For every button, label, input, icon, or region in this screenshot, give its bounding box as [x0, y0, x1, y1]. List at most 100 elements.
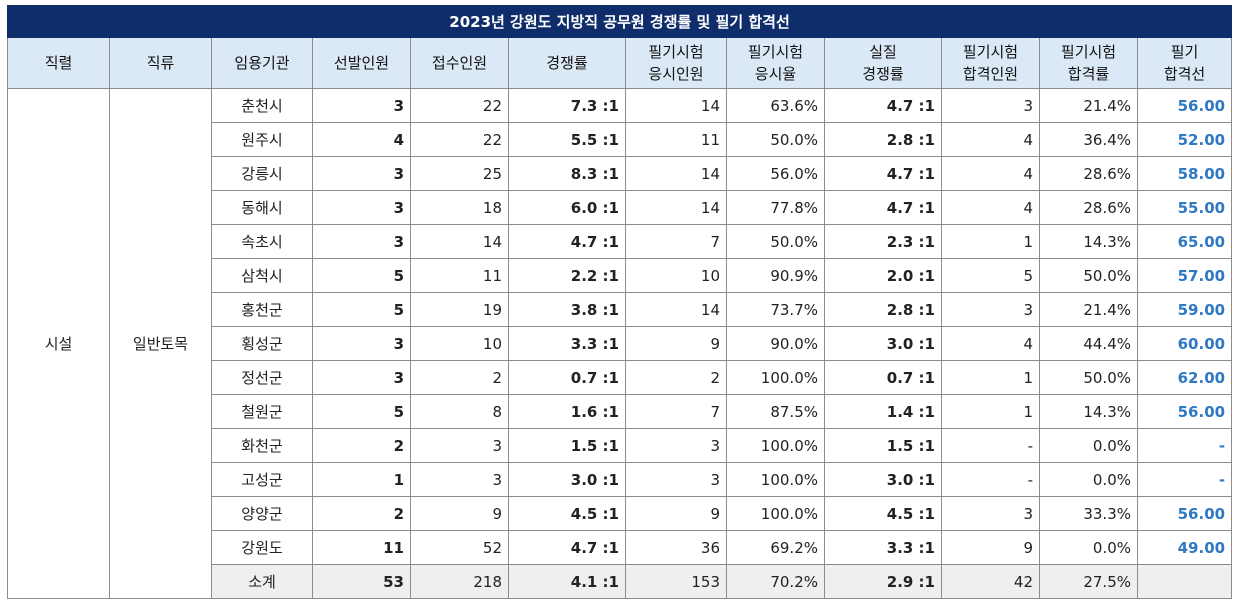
selected-count-cell: 5 — [312, 258, 411, 293]
selected-count-cell: 3 — [312, 190, 411, 225]
exam-taker-cell: 14 — [625, 88, 727, 123]
table-row: 강원도 11 52 4.7 :1 36 69.2% 3.3 :1 9 0.0% 49.00 — [8, 530, 1233, 565]
table-container: 2023년 강원도 지방직 공무원 경쟁률 및 필기 합격선 직렬 직류 임용기관 선… — [6, 5, 1233, 599]
column-header-line1: 실질 — [869, 43, 897, 61]
column-header: 직렬 — [7, 37, 110, 89]
column-header: 경쟁률 — [508, 37, 626, 89]
competition-rate-cell: 0.7 :1 — [508, 360, 626, 395]
real-competition-cell: 4.5 :1 — [824, 496, 942, 531]
column-header-line2: 합격률 — [1067, 65, 1110, 83]
attendance-rate-cell: 90.0% — [726, 326, 825, 361]
pass-rate-cell: 33.3% — [1039, 496, 1138, 531]
table-row: 홍천군 5 19 3.8 :1 14 73.7% 2.8 :1 3 21.4% 59.00 — [8, 292, 1233, 327]
competition-rate-cell: 3.8 :1 — [508, 292, 626, 327]
table-row: 철원군 5 8 1.6 :1 7 87.5% 1.4 :1 1 14.3% 56.00 — [8, 394, 1233, 429]
org-cell: 철원군 — [211, 394, 313, 429]
attendance-rate-cell: 90.9% — [726, 258, 825, 293]
exam-taker-cell: 3 — [625, 462, 727, 497]
pass-count-cell: 1 — [941, 360, 1040, 395]
applicant-count-cell: 22 — [410, 122, 509, 157]
competition-rate-cell: 7.3 :1 — [508, 88, 626, 123]
column-header-line2: 응시율 — [754, 65, 797, 83]
competition-rate-cell: 2.2 :1 — [508, 258, 626, 293]
pass-count-cell: 4 — [941, 190, 1040, 225]
exam-taker-cell: 9 — [625, 326, 727, 361]
column-header-line2: 합격인원 — [962, 65, 1019, 83]
exam-taker-cell: 153 — [625, 564, 727, 599]
pass-rate-cell: 28.6% — [1039, 190, 1138, 225]
cutoff-cell: 49.00 — [1136, 530, 1233, 565]
pass-rate-cell: 14.3% — [1039, 394, 1138, 429]
table-row: 시설 일반토목 춘천시 3 22 7.3 :1 14 63.6% 4.7 :1 3 21.4% 56.… — [7, 88, 1233, 599]
cutoff-cell: 59.00 — [1136, 292, 1233, 327]
org-cell: 횡성군 — [211, 326, 313, 361]
column-header-line1: 임용기관 — [234, 54, 290, 72]
column-header: 필기시험 합격인원 — [941, 37, 1040, 89]
subtotal-row: 소계 53 218 4.1 :1 153 70.2% 2.9 :1 42 27.5% — [8, 564, 1233, 599]
real-competition-cell: 1.5 :1 — [824, 428, 942, 463]
pass-rate-cell: 0.0% — [1039, 530, 1138, 565]
applicant-count-cell: 8 — [410, 394, 509, 429]
column-header-line2: 응시인원 — [648, 65, 704, 83]
attendance-rate-cell: 100.0% — [726, 496, 825, 531]
real-competition-cell: 2.9 :1 — [824, 564, 942, 599]
applicant-count-cell: 19 — [410, 292, 509, 327]
competition-rate-cell: 1.6 :1 — [508, 394, 626, 429]
competition-rate-cell: 8.3 :1 — [508, 156, 626, 191]
org-cell: 강원도 — [211, 530, 313, 565]
attendance-rate-cell: 100.0% — [726, 360, 825, 395]
pass-count-cell: 1 — [941, 224, 1040, 259]
table-row: 강릉시 3 25 8.3 :1 14 56.0% 4.7 :1 4 28.6% 58.00 — [8, 156, 1233, 191]
exam-taker-cell: 14 — [625, 292, 727, 327]
cutoff-cell: - — [1136, 428, 1233, 463]
org-cell: 속초시 — [211, 224, 313, 259]
applicant-count-cell: 25 — [410, 156, 509, 191]
applicant-count-cell: 52 — [410, 530, 509, 565]
competition-rate-cell: 4.7 :1 — [508, 530, 626, 565]
category-cell: 일반토목 — [109, 88, 212, 599]
attendance-rate-cell: 77.8% — [726, 190, 825, 225]
applicant-count-cell: 3 — [410, 462, 509, 497]
column-header-line1: 접수인원 — [431, 54, 488, 72]
exam-taker-cell: 14 — [625, 190, 727, 225]
selected-count-cell: 2 — [312, 428, 411, 463]
selected-count-cell: 2 — [312, 496, 411, 531]
table-row: 원주시 4 22 5.5 :1 11 50.0% 2.8 :1 4 36.4% 52.00 — [8, 122, 1233, 157]
org-cell: 화천군 — [211, 428, 313, 463]
org-cell: 동해시 — [211, 190, 313, 225]
real-competition-cell: 2.0 :1 — [824, 258, 942, 293]
pass-rate-cell: 0.0% — [1039, 428, 1138, 463]
org-cell: 양양군 — [211, 496, 313, 531]
column-header-line1: 필기 — [1170, 43, 1199, 61]
attendance-rate-cell: 87.5% — [726, 394, 825, 429]
column-header-line1: 직류 — [146, 54, 175, 72]
exam-taker-cell: 9 — [625, 496, 727, 531]
pass-rate-cell: 14.3% — [1039, 224, 1138, 259]
exam-taker-cell: 2 — [625, 360, 727, 395]
pass-rate-cell: 28.6% — [1039, 156, 1138, 191]
pass-rate-cell: 50.0% — [1039, 258, 1138, 293]
column-header-line2: 합격선 — [1163, 65, 1206, 83]
attendance-rate-cell: 69.2% — [726, 530, 825, 565]
real-competition-cell: 3.0 :1 — [824, 326, 942, 361]
real-competition-cell: 0.7 :1 — [824, 360, 942, 395]
table-body: 시설 일반토목 춘천시 3 22 7.3 :1 14 63.6% 4.7 :1 3 21.4% 56.… — [7, 88, 1233, 599]
column-header-line1: 필기시험 — [648, 43, 704, 61]
pass-count-cell: 1 — [941, 394, 1040, 429]
applicant-count-cell: 14 — [410, 224, 509, 259]
column-header: 필기시험 합격률 — [1039, 37, 1138, 89]
attendance-rate-cell: 50.0% — [726, 224, 825, 259]
cutoff-cell: 60.00 — [1136, 326, 1233, 361]
pass-count-cell: 3 — [941, 88, 1040, 123]
attendance-rate-cell: 50.0% — [726, 122, 825, 157]
real-competition-cell: 4.7 :1 — [824, 156, 942, 191]
exam-taker-cell: 11 — [625, 122, 727, 157]
column-header: 직류 — [109, 37, 212, 89]
exam-taker-cell: 3 — [625, 428, 727, 463]
pass-count-cell: 3 — [941, 496, 1040, 531]
cutoff-cell: 56.00 — [1136, 88, 1233, 123]
column-header-line1: 선발인원 — [333, 54, 390, 72]
cutoff-cell: 58.00 — [1136, 156, 1233, 191]
competition-rate-cell: 6.0 :1 — [508, 190, 626, 225]
